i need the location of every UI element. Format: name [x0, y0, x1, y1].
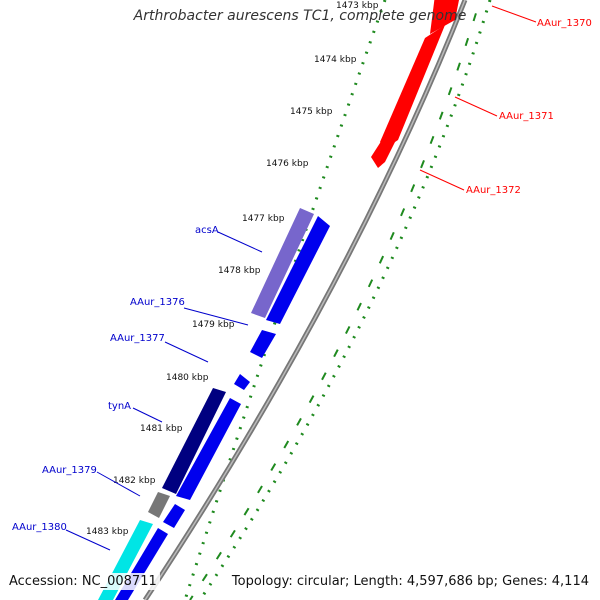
- tick-label: 1475 kbp: [290, 107, 333, 117]
- tick-labels: 1473 kbp 1474 kbp 1475 kbp 1476 kbp 1477 kbp…: [86, 1, 379, 537]
- map-title: Arthrobacter aurescens TC1, complete gen…: [133, 8, 467, 24]
- gene-aaur-1379[interactable]: [148, 492, 170, 518]
- gene-small[interactable]: [234, 374, 250, 390]
- tick-label: 1478 kbp: [218, 266, 261, 276]
- tick-label: 1480 kbp: [166, 373, 209, 383]
- tick-label: 1474 kbp: [314, 55, 357, 65]
- tick-label: 1479 kbp: [192, 320, 235, 330]
- gene-tyna-partner[interactable]: [176, 398, 241, 500]
- gene-aaur-1370[interactable]: [430, 0, 460, 34]
- genome-backbone-highlight: [144, 0, 466, 600]
- gene-label-aaur-1370[interactable]: AAur_1370: [537, 18, 592, 29]
- tick-label: 1482 kbp: [113, 476, 156, 486]
- gene-label-aaur-1376[interactable]: AAur_1376: [130, 297, 185, 308]
- gene-leader-lines: [65, 5, 537, 551]
- gene-aaur-1377[interactable]: [250, 330, 276, 358]
- gene-label-tyna[interactable]: tynA: [108, 401, 131, 412]
- topology-label: Topology: circular; Length: 4,597,686 bp…: [228, 573, 592, 590]
- gene-label-aaur-1380[interactable]: AAur_1380: [12, 522, 67, 533]
- tick-label: 1473 kbp: [336, 1, 379, 11]
- gene-aaur-1371[interactable]: [380, 25, 445, 150]
- gene-acsa[interactable]: [251, 208, 314, 318]
- gene-tyna[interactable]: [162, 388, 226, 494]
- gene-label-aaur-1371[interactable]: AAur_1371: [499, 111, 554, 122]
- accession-label: Accession: NC_008711: [6, 573, 160, 590]
- gene-label-aaur-1377[interactable]: AAur_1377: [110, 333, 165, 344]
- gene-aaur-1376[interactable]: [266, 216, 330, 324]
- gene-label-acsa[interactable]: acsA: [195, 225, 219, 236]
- gene-labels: AAur_1370 AAur_1371 AAur_1372 acsA AAur_…: [12, 18, 592, 533]
- tick-label: 1476 kbp: [266, 159, 309, 169]
- gc-track-outer: [198, 0, 492, 600]
- gene-label-aaur-1372[interactable]: AAur_1372: [466, 185, 521, 196]
- gene-aaur-1379-partner[interactable]: [163, 504, 185, 528]
- tick-label: 1483 kbp: [86, 527, 129, 537]
- gc-skew-track: [189, 0, 481, 600]
- gene-aaur-1372[interactable]: [371, 140, 396, 168]
- tick-label: 1477 kbp: [242, 214, 285, 224]
- tick-label: 1481 kbp: [140, 424, 183, 434]
- gene-label-aaur-1379[interactable]: AAur_1379: [42, 465, 97, 476]
